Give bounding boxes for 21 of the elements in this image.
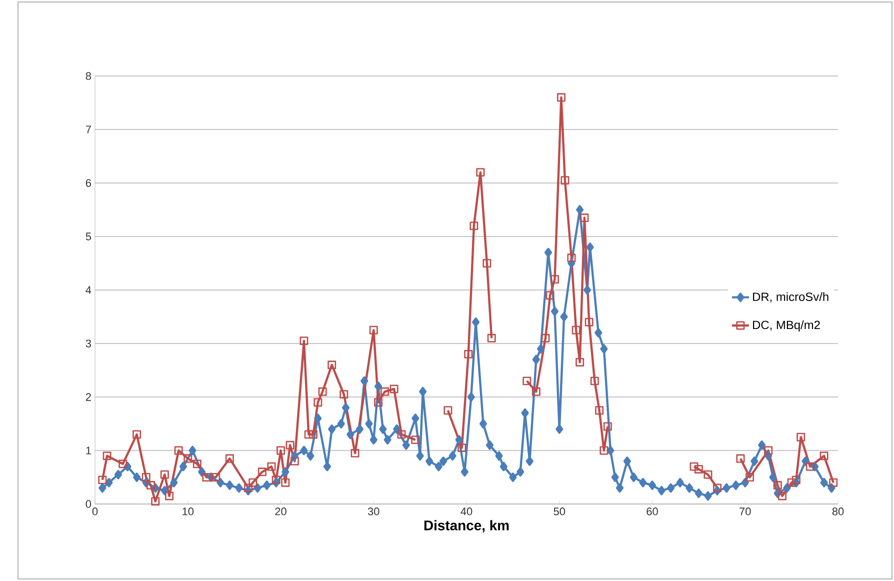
x-tick-label: 50 [554, 508, 566, 516]
y-tick-label: 2 [86, 393, 91, 401]
x-tick-label: 70 [740, 508, 751, 516]
y-tick-label: 7 [86, 126, 91, 134]
y-tick-label: 4 [86, 286, 92, 294]
x-tick-label: 0 [92, 508, 98, 516]
y-tick-label: 1 [86, 446, 91, 454]
x-tick-label: 60 [646, 508, 658, 516]
legend-label: DR, microSv/h [753, 292, 828, 302]
legend-label: DC, MBq/m2 [753, 320, 820, 332]
y-tick-label: 0 [86, 500, 92, 508]
x-axis-title: Distance, km [424, 520, 509, 532]
x-tick-label: 20 [275, 508, 286, 516]
x-tick-label: 30 [368, 508, 380, 516]
x-tick-label: 80 [832, 508, 844, 516]
y-tick-label: 3 [86, 340, 91, 348]
x-tick-label: 40 [460, 508, 472, 516]
y-tick-label: 6 [86, 179, 91, 187]
y-tick-label: 8 [86, 72, 91, 80]
y-tick-label: 5 [86, 232, 92, 240]
x-tick-label: 10 [182, 508, 194, 516]
